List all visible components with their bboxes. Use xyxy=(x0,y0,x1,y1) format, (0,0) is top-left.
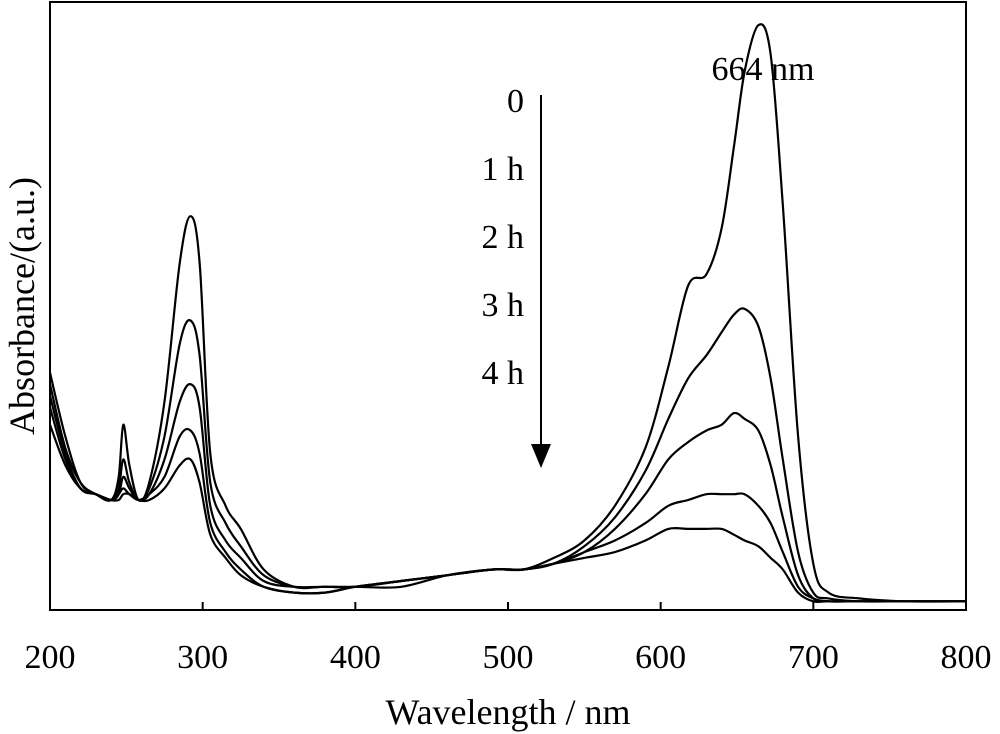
x-axis-title: Wavelength / nm xyxy=(385,692,630,732)
x-tick-label-700: 700 xyxy=(788,639,839,676)
series-line-4h xyxy=(48,424,966,604)
time-label-0: 0 xyxy=(507,83,524,120)
x-tick-label-800: 800 xyxy=(941,639,992,676)
time-labels: 0 1 h 2 h 3 h 4 h xyxy=(482,83,525,392)
time-label-2h: 2 h xyxy=(482,219,525,256)
peak-annotation: 664 nm xyxy=(712,51,815,88)
series-line-1h xyxy=(48,307,966,603)
x-tick-label-500: 500 xyxy=(483,639,534,676)
time-label-4h: 4 h xyxy=(482,355,525,392)
x-axis-ticks xyxy=(49,602,967,610)
arrow-head xyxy=(531,444,551,468)
x-tick-label-600: 600 xyxy=(635,639,686,676)
x-axis-tick-labels: 200 300 400 500 600 700 800 xyxy=(25,639,992,676)
time-label-3h: 3 h xyxy=(482,287,525,324)
x-tick-label-400: 400 xyxy=(330,639,381,676)
x-tick-label-300: 300 xyxy=(177,639,228,676)
spectra-curves xyxy=(48,23,967,604)
x-tick-label-200: 200 xyxy=(25,639,76,676)
down-arrow xyxy=(531,95,551,468)
y-axis-title: Absorbance/(a.u.) xyxy=(2,177,42,435)
time-label-1h: 1 h xyxy=(482,151,525,188)
series-line-3h xyxy=(48,406,966,603)
